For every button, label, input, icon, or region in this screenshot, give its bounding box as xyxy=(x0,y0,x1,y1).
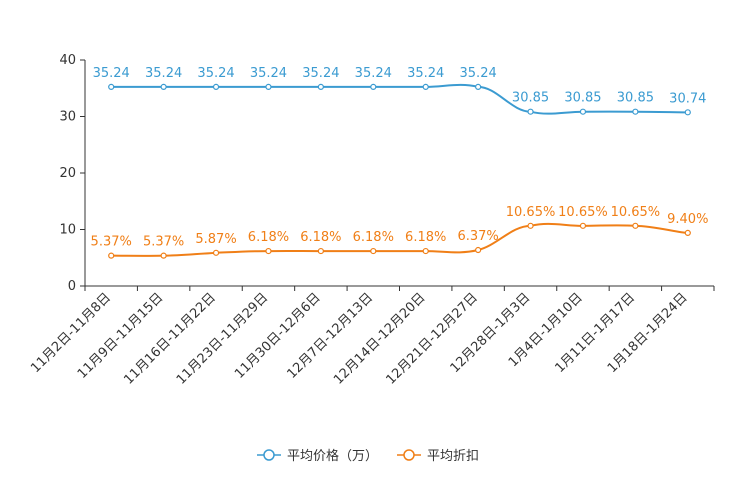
data-point xyxy=(579,108,587,115)
data-label: 35.24 xyxy=(250,66,287,81)
y-tick-label: 10 xyxy=(59,223,76,238)
x-tick-label: 12月21日-12月27日 xyxy=(383,290,480,387)
data-label: 6.18% xyxy=(248,230,289,245)
data-label: 10.65% xyxy=(506,205,556,220)
data-point xyxy=(422,247,429,255)
data-label: 5.37% xyxy=(143,235,184,250)
data-point xyxy=(212,83,220,90)
data-label: 35.24 xyxy=(460,66,497,81)
data-label: 30.74 xyxy=(669,91,706,106)
data-label: 10.65% xyxy=(611,205,661,220)
data-label: 35.24 xyxy=(197,66,234,81)
data-label: 5.87% xyxy=(195,232,236,247)
data-point xyxy=(212,249,220,256)
data-point xyxy=(317,247,324,255)
data-point xyxy=(527,222,534,229)
data-label: 35.24 xyxy=(302,66,339,81)
data-point xyxy=(317,83,324,90)
legend-marker xyxy=(263,449,275,461)
data-point xyxy=(632,222,639,229)
data-label: 35.24 xyxy=(355,66,392,81)
data-label: 35.24 xyxy=(93,66,130,81)
data-label: 6.18% xyxy=(353,230,394,245)
data-label: 35.24 xyxy=(407,66,444,81)
legend-label: 平均折扣 xyxy=(427,449,479,464)
y-tick-label: 20 xyxy=(59,166,76,181)
data-label: 6.18% xyxy=(300,230,341,245)
data-point xyxy=(632,108,639,115)
data-point xyxy=(370,247,377,255)
data-label: 35.24 xyxy=(145,66,182,81)
data-point xyxy=(475,246,482,254)
data-point xyxy=(370,83,377,90)
data-label: 9.40% xyxy=(667,212,708,227)
data-point xyxy=(160,252,167,259)
data-point xyxy=(579,222,587,229)
data-point xyxy=(160,83,167,90)
series-line-price xyxy=(111,83,688,115)
x-tick-label: 12月14日-12月20日 xyxy=(331,290,428,387)
data-label: 10.65% xyxy=(558,205,608,220)
data-point xyxy=(108,252,115,259)
data-point xyxy=(422,83,429,90)
data-label: 5.37% xyxy=(91,235,132,250)
data-point xyxy=(108,83,115,90)
data-point xyxy=(265,247,272,255)
data-point xyxy=(684,229,691,236)
data-point xyxy=(265,83,272,90)
data-label: 6.18% xyxy=(405,230,446,245)
y-tick-label: 40 xyxy=(59,53,76,68)
legend-marker xyxy=(403,449,415,461)
data-point xyxy=(527,108,534,115)
data-label: 30.85 xyxy=(617,91,654,106)
x-tick-label: 11月23日-11月29日 xyxy=(174,290,271,387)
series-line-discount xyxy=(111,222,688,257)
legend-label: 平均价格（万） xyxy=(287,448,378,464)
data-point xyxy=(475,83,482,90)
data-point xyxy=(684,109,691,116)
y-tick-label: 30 xyxy=(59,110,76,125)
data-label: 30.85 xyxy=(564,91,601,106)
data-label: 6.37% xyxy=(457,229,498,244)
y-tick-label: 0 xyxy=(68,279,76,294)
data-label: 30.85 xyxy=(512,91,549,106)
x-tick-label: 11月16日-11月22日 xyxy=(121,290,218,387)
